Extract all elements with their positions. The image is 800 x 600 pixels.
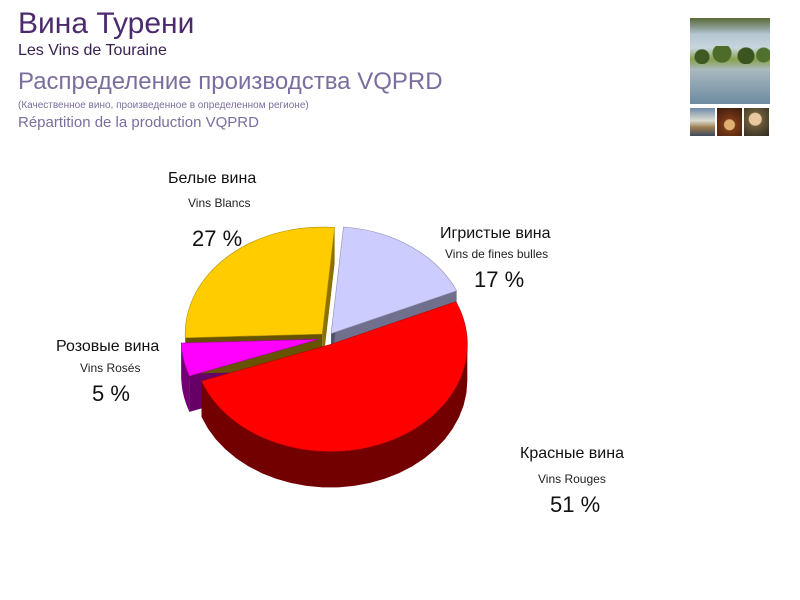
chateau-photo <box>690 108 715 136</box>
chart-heading: Распределение производства VQPRD <box>18 68 443 95</box>
page-title: Вина Турени <box>18 7 195 40</box>
photo-collage <box>690 18 770 136</box>
pie-slice-rose <box>180 339 319 377</box>
slice-label-white: Белые вина <box>168 170 257 187</box>
slice-label-fr-rose: Vins Rosés <box>80 361 141 375</box>
slice-value-red: 51 % <box>550 492 601 517</box>
pie-slice-red <box>201 301 468 452</box>
pie-slice-white <box>184 226 335 339</box>
cellar-photo <box>717 108 742 136</box>
pie-slice-sparkling <box>330 226 458 335</box>
slice-label-red: Красные вина <box>520 445 624 462</box>
chart-note: (Качественное вино, произведенное в опре… <box>18 100 309 111</box>
slice-label-rose: Розовые вина <box>56 338 160 355</box>
slice-value-white: 27 % <box>192 226 243 251</box>
landscape-photo <box>690 18 770 104</box>
winemaker-photo <box>744 108 769 136</box>
slice-value-sparkling: 17 % <box>474 267 525 292</box>
page-subtitle: Les Vins de Touraine <box>18 42 167 59</box>
slice-label-sparkling: Игристые вина <box>440 225 551 242</box>
slice-value-rose: 5 % <box>92 381 130 406</box>
chart-heading-fr: Répartition de la production VQPRD <box>18 114 259 131</box>
slice-label-fr-white: Vins Blancs <box>188 196 251 210</box>
slice-label-fr-sparkling: Vins de fines bulles <box>445 247 549 261</box>
slice-label-fr-red: Vins Rouges <box>538 472 606 486</box>
pie-wall-white-1 <box>322 227 335 371</box>
pie-side-red <box>201 344 468 488</box>
pie-side-rose <box>181 343 190 412</box>
